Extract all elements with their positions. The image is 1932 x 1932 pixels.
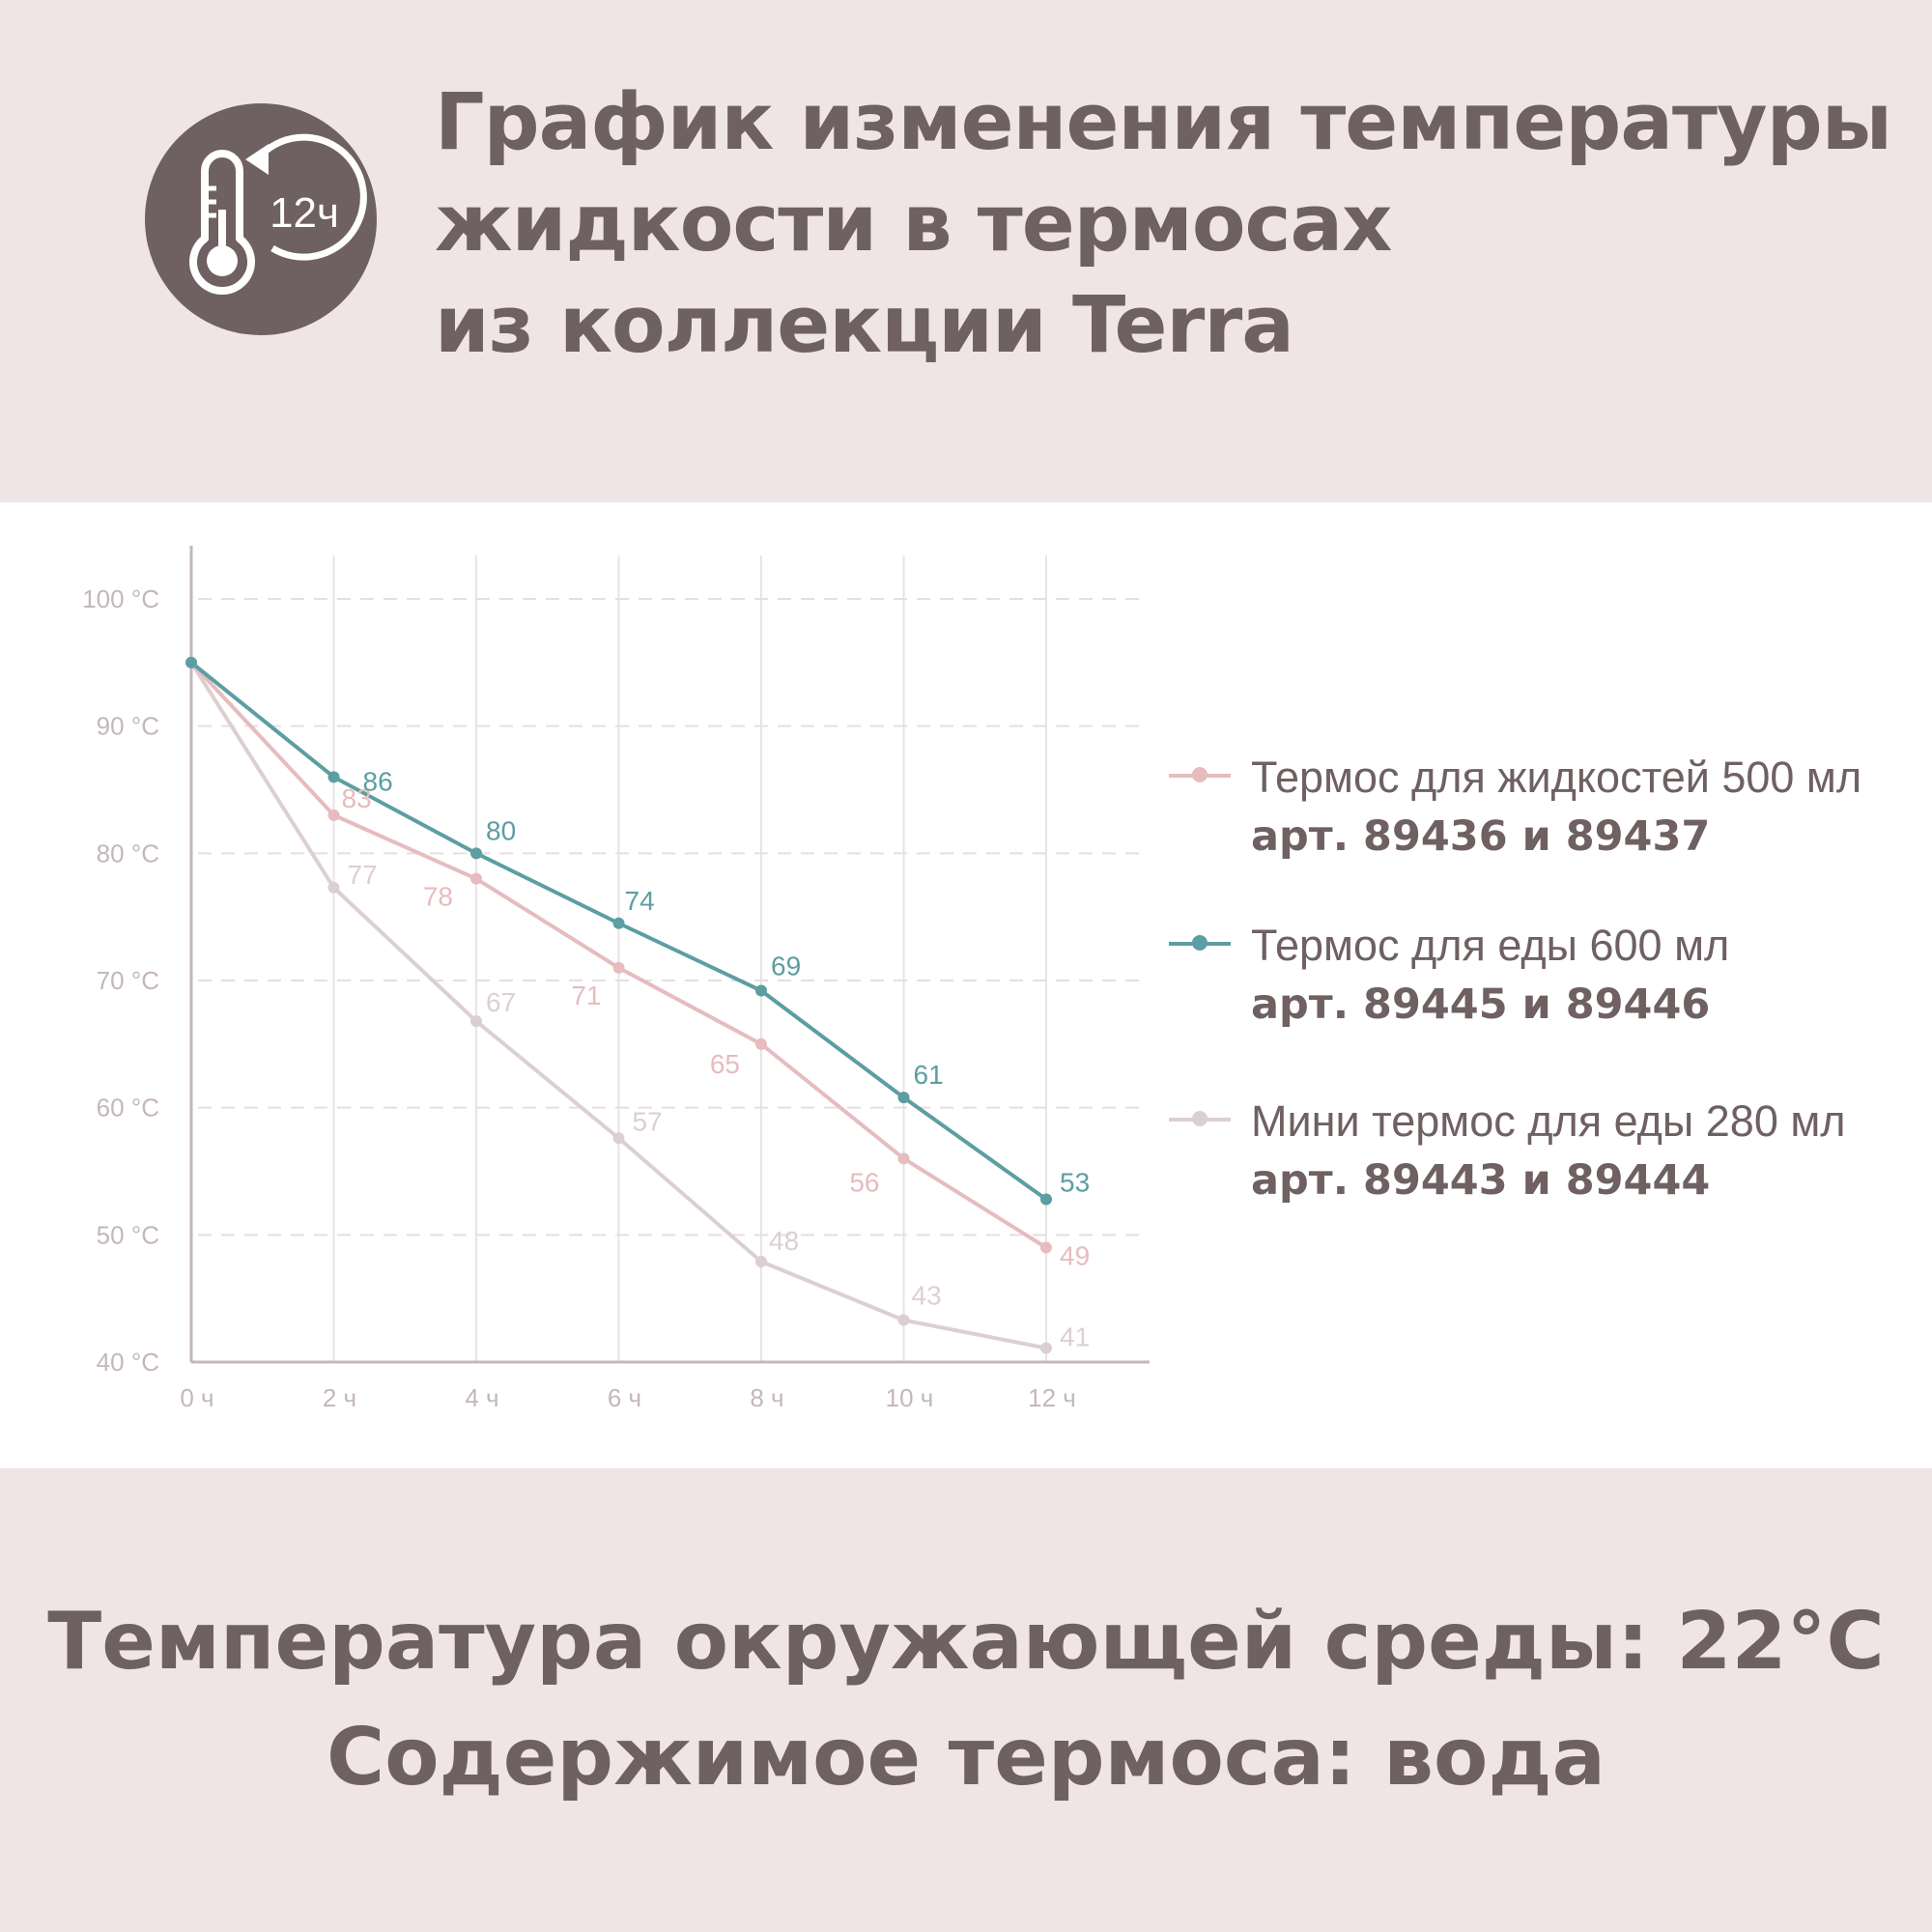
data-label-teal: 80: [486, 815, 516, 845]
badge-label: 12ч: [270, 189, 339, 237]
legend-dot-grey: [1192, 1111, 1208, 1126]
data-label-teal: 53: [1060, 1167, 1090, 1197]
data-point-teal: [327, 771, 340, 783]
thermometer-12h-badge: 12ч: [145, 103, 377, 335]
data-label-teal: 69: [771, 952, 801, 981]
legend-marker-teal: [1169, 935, 1231, 951]
data-point-pink: [470, 872, 482, 885]
data-label-grey: 48: [769, 1226, 799, 1256]
legend-marker-grey: [1169, 1111, 1231, 1126]
data-label-teal: 86: [363, 766, 393, 796]
y-tick-label: 60 °C: [97, 1094, 159, 1122]
legend-item-teal: Термос для еды 600 мл арт. 89445 и 89446: [1169, 917, 1922, 1035]
y-tick-label: 90 °C: [97, 712, 159, 741]
data-label-pink: 83: [342, 783, 372, 813]
data-label-teal: 61: [914, 1060, 944, 1090]
data-point-pink: [327, 809, 340, 821]
x-tick-label: 0 ч: [180, 1383, 213, 1412]
legend-dot-teal: [1192, 935, 1208, 951]
data-point-grey: [327, 881, 340, 894]
y-tick-label: 40 °C: [97, 1348, 159, 1377]
x-tick-label: 8 ч: [750, 1383, 783, 1412]
footer-note: Температура окружающей среды: 22°C Содер…: [0, 1584, 1932, 1816]
data-label-grey: 77: [348, 860, 378, 890]
data-point-teal: [897, 1092, 910, 1104]
line-chart: 100 °C 90 °C 80 °C 70 °C 60 °C 50 °C 40 °C 0 ч 2…: [82, 546, 1150, 1412]
legend-article-grey: арт. 89443 и 89444: [1251, 1156, 1711, 1205]
x-tick-label: 12 ч: [1028, 1383, 1076, 1412]
data-label-grey: 41: [1060, 1322, 1090, 1352]
data-point-teal: [755, 984, 767, 997]
data-point-grey: [470, 1015, 482, 1028]
y-tick-label: 100 °C: [82, 584, 159, 613]
x-tick-label: 10 ч: [886, 1383, 934, 1412]
data-point-grey: [897, 1314, 910, 1326]
ambient-temperature-text: Температура окружающей среды: 22°C: [47, 1596, 1885, 1688]
legend-name-pink: Термос для жидкостей 500 мл: [1251, 753, 1862, 802]
data-point-teal: [1040, 1193, 1052, 1206]
data-label-pink: 49: [1060, 1241, 1090, 1271]
title-line-2: жидкости в термосах: [435, 179, 1392, 270]
header: 12ч График изменения температуры жидкост…: [0, 0, 1932, 502]
data-point-teal: [470, 847, 482, 860]
data-point-grey: [612, 1132, 625, 1145]
legend-article-pink: арт. 89436 и 89437: [1251, 812, 1711, 861]
data-label-pink: 78: [423, 882, 453, 912]
data-point-pink: [612, 961, 625, 974]
chart-legend: Термос для жидкостей 500 мл арт. 89436 и…: [1169, 749, 1922, 1261]
data-label-pink: 56: [849, 1167, 879, 1197]
data-label-teal: 74: [625, 886, 655, 916]
data-point-teal: [185, 656, 197, 668]
legend-article-teal: арт. 89445 и 89446: [1251, 980, 1711, 1029]
legend-marker-pink: [1169, 767, 1231, 782]
data-label-pink: 65: [710, 1049, 740, 1079]
y-tick-label: 80 °C: [97, 838, 159, 867]
title-line-1: График изменения температуры: [435, 77, 1892, 168]
legend-item-pink: Термос для жидкостей 500 мл арт. 89436 и…: [1169, 749, 1922, 867]
y-tick-label: 70 °C: [97, 966, 159, 995]
data-point-pink: [1040, 1241, 1052, 1254]
chart-panel: 100 °C 90 °C 80 °C 70 °C 60 °C 50 °C 40 °C 0 ч 2…: [0, 502, 1932, 1468]
data-point-pink: [755, 1037, 767, 1050]
data-label-grey: 57: [633, 1106, 663, 1136]
data-point-pink: [897, 1152, 910, 1165]
data-label-grey: 67: [486, 987, 516, 1017]
legend-item-grey: Мини термос для еды 280 мл арт. 89443 и …: [1169, 1093, 1922, 1210]
data-label-pink: 71: [571, 980, 601, 1010]
data-point-grey: [1040, 1342, 1052, 1354]
legend-name-grey: Мини термос для еды 280 мл: [1251, 1096, 1846, 1146]
legend-name-teal: Термос для еды 600 мл: [1251, 921, 1730, 970]
thermometer-clock-icon: 12ч: [189, 133, 367, 295]
data-label-grey: 43: [912, 1281, 942, 1311]
legend-dot-pink: [1192, 767, 1208, 782]
y-tick-label: 50 °C: [97, 1220, 159, 1249]
data-point-grey: [755, 1255, 767, 1267]
x-tick-label: 6 ч: [608, 1383, 641, 1412]
x-tick-label: 4 ч: [465, 1383, 498, 1412]
title-line-3: из коллекции Terra: [435, 280, 1294, 371]
contents-text: Содержимое термоса: вода: [327, 1712, 1605, 1804]
x-tick-label: 2 ч: [323, 1383, 356, 1412]
page-title: График изменения температуры жидкости в …: [435, 72, 1903, 377]
data-point-teal: [612, 917, 625, 929]
